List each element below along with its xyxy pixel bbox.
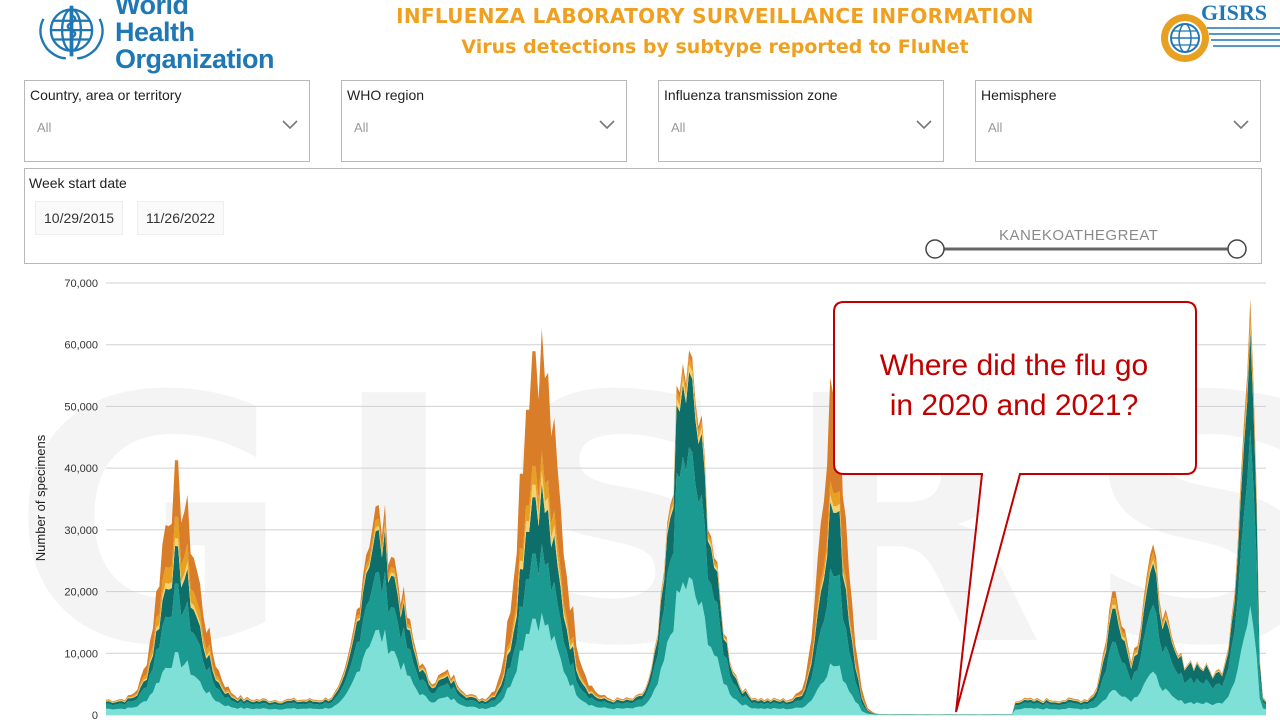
chevron-down-icon[interactable] (598, 117, 616, 131)
area-series-2 (106, 331, 1266, 715)
hemisphere-filter[interactable]: Hemisphere All (975, 80, 1261, 162)
who-line1: World Health (114, 0, 195, 47)
stacked-areas (106, 298, 1266, 715)
who-region-filter-value[interactable]: All (354, 120, 369, 135)
gisrs-wordmark: GISRS (1201, 0, 1267, 25)
hemisphere-filter-value[interactable]: All (988, 120, 1003, 135)
page-title: INFLUENZA LABORATORY SURVEILLANCE INFORM… (396, 4, 1034, 28)
country-filter[interactable]: Country, area or territory All (24, 80, 310, 162)
y-tick-labels: 0 10,000 20,000 30,000 40,000 50,000 60,000 70,… (64, 278, 98, 720)
transmission-zone-filter-value[interactable]: All (671, 120, 686, 135)
y-tick-label: 10,000 (64, 648, 98, 660)
date-range-slider[interactable] (925, 237, 1247, 261)
area-series-1 (106, 429, 1266, 715)
slider-end-handle[interactable] (1227, 239, 1247, 259)
who-emblem-icon (39, 5, 104, 60)
country-filter-value[interactable]: All (37, 120, 52, 135)
y-tick-label: 60,000 (64, 340, 98, 352)
chevron-down-icon[interactable] (1232, 117, 1250, 131)
y-tick-label: 40,000 (64, 463, 98, 475)
page-subtitle: Virus detections by subtype reported to … (461, 36, 969, 58)
y-tick-label: 50,000 (64, 401, 98, 413)
end-date-input[interactable]: 11/26/2022 (137, 201, 225, 235)
gear-icon (1161, 14, 1209, 62)
who-logo[interactable]: World Health Organization (34, 0, 275, 72)
who-region-filter[interactable]: WHO region All (341, 80, 627, 162)
y-tick-label: 70,000 (64, 278, 98, 290)
watermark-text: KANEKOATHEGREAT (999, 227, 1159, 244)
y-tick-label: 0 (92, 710, 98, 720)
who-line2: Organization (114, 43, 275, 74)
detections-chart: GISRS 010,00020,00030,00040,00050,00060,… (11, 278, 1280, 720)
callout-line2: in 2020 and 2021? (889, 389, 1139, 422)
week-start-date-filter: Week start date 10/29/2015 11/26/2022 KA… (24, 168, 1262, 264)
chevron-down-icon[interactable] (915, 117, 933, 131)
country-filter-label: Country, area or territory (30, 87, 182, 103)
callout-line1: Where did the flu go (879, 349, 1149, 382)
callout-text: Where did the flu go in 2020 and 2021? (836, 346, 1192, 426)
transmission-zone-filter[interactable]: Influenza transmission zone All (658, 80, 944, 162)
chevron-down-icon[interactable] (281, 117, 299, 131)
y-tick-label: 20,000 (64, 587, 98, 599)
y-tick-label: 30,000 (64, 525, 98, 537)
area-series-0 (106, 577, 1266, 715)
hemisphere-filter-label: Hemisphere (981, 87, 1057, 103)
gisrs-logo[interactable]: GISRS (1155, 0, 1280, 70)
week-start-date-label: Week start date (29, 175, 127, 191)
area-series-4 (106, 312, 1266, 715)
transmission-zone-filter-label: Influenza transmission zone (664, 87, 838, 103)
slider-start-handle[interactable] (925, 239, 945, 259)
y-axis-label: Number of specimens (33, 434, 48, 561)
who-region-filter-label: WHO region (347, 87, 425, 103)
start-date-input[interactable]: 10/29/2015 (35, 201, 124, 235)
callout-balloon (833, 301, 1197, 713)
